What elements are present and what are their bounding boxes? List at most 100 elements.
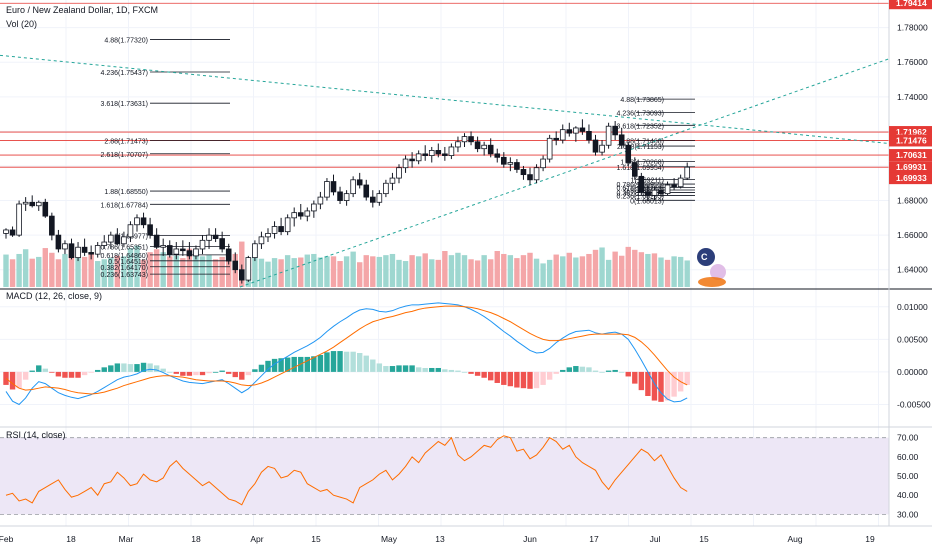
macd-histogram-bar bbox=[442, 369, 448, 372]
macd-histogram-bar bbox=[284, 357, 291, 372]
fib-level-label: 2.88(1.71468) bbox=[620, 139, 664, 146]
volume-bar bbox=[167, 256, 173, 287]
macd-histogram-bar bbox=[566, 367, 572, 372]
price-tick-label: 1.78000 bbox=[897, 23, 928, 33]
macd-histogram-bar bbox=[42, 368, 48, 372]
volume-bar bbox=[284, 255, 291, 287]
volume-bar bbox=[468, 259, 474, 287]
macd-histogram-bar bbox=[474, 371, 481, 376]
volume-bar bbox=[527, 252, 533, 287]
macd-histogram-bar bbox=[29, 370, 35, 372]
macd-histogram-bar bbox=[658, 371, 664, 402]
price-label: 1.71476 bbox=[896, 135, 927, 145]
macd-histogram-bar bbox=[147, 363, 153, 372]
macd-histogram-bar bbox=[206, 371, 212, 374]
volume-bar bbox=[540, 263, 546, 287]
candle-body bbox=[186, 250, 193, 257]
rsi-line bbox=[5, 435, 688, 506]
macd-histogram-bar bbox=[291, 356, 297, 372]
candle-body bbox=[173, 248, 180, 255]
candle-body bbox=[442, 153, 448, 157]
macd-histogram-bar bbox=[160, 368, 166, 372]
macd-histogram-bar bbox=[553, 371, 559, 374]
candle-body bbox=[435, 150, 442, 155]
time-axis-label: Jun bbox=[523, 534, 537, 544]
time-axis-label: 15 bbox=[311, 534, 321, 544]
volume-bar bbox=[579, 256, 586, 287]
volume-bar bbox=[88, 253, 94, 287]
volume-bar bbox=[160, 252, 166, 287]
macd-histogram-bar bbox=[625, 371, 631, 377]
macd-histogram-bar bbox=[199, 371, 206, 376]
macd-histogram-bar bbox=[62, 371, 68, 378]
macd-histogram-bar bbox=[409, 365, 415, 372]
volume-bar bbox=[658, 257, 664, 287]
price-tick-label: 1.64000 bbox=[897, 265, 928, 275]
volume-bar bbox=[36, 256, 42, 287]
macd-histogram-bar bbox=[22, 371, 29, 380]
candle-body bbox=[311, 203, 317, 212]
candle-body bbox=[265, 233, 271, 238]
macd-histogram-bar bbox=[415, 367, 422, 372]
volume-bar bbox=[140, 259, 147, 287]
macd-histogram-bar bbox=[540, 371, 546, 385]
candle-body bbox=[238, 269, 245, 281]
time-axis-label: Apr bbox=[250, 534, 263, 544]
volume-bar bbox=[121, 256, 127, 287]
candle-body bbox=[81, 246, 88, 253]
macd-legend: MACD (12, 26, close, 9) bbox=[6, 291, 103, 301]
candle-body bbox=[540, 158, 546, 169]
candle-body bbox=[134, 217, 140, 226]
volume-bar bbox=[180, 258, 186, 287]
price-tick-label: 1.74000 bbox=[897, 92, 928, 102]
candle-body bbox=[147, 224, 153, 236]
volume-bar bbox=[357, 262, 363, 287]
rsi-tick-label: 70.00 bbox=[897, 433, 919, 443]
macd-layer bbox=[3, 302, 690, 406]
candle-body bbox=[55, 234, 62, 250]
volume-bar bbox=[370, 256, 376, 287]
volume-bar bbox=[651, 253, 658, 287]
svg-text:C: C bbox=[701, 252, 708, 262]
macd-histogram-bar bbox=[16, 371, 22, 389]
macd-histogram-bar bbox=[153, 365, 160, 372]
macd-histogram-bar bbox=[134, 364, 140, 372]
macd-histogram-bar bbox=[324, 352, 330, 372]
volume-bar bbox=[317, 257, 324, 287]
candle-body bbox=[304, 210, 311, 217]
candle-body bbox=[108, 234, 114, 243]
macd-histogram-bar bbox=[363, 355, 369, 372]
candle-body bbox=[455, 141, 461, 148]
macd-histogram-bar bbox=[638, 371, 645, 391]
candle-body bbox=[350, 179, 356, 195]
volume-bar bbox=[461, 255, 468, 287]
volume-bar bbox=[81, 256, 88, 287]
macd-histogram-bar bbox=[337, 351, 343, 372]
macd-histogram-bar bbox=[271, 358, 278, 372]
candle-body bbox=[193, 248, 199, 257]
time-axis-label: 19 bbox=[865, 534, 875, 544]
candle-body bbox=[651, 189, 658, 196]
macd-histogram-bar bbox=[586, 367, 592, 372]
time-axis-label: Aug bbox=[787, 534, 802, 544]
candle-body bbox=[206, 234, 212, 241]
logo[interactable]: C bbox=[697, 248, 726, 287]
volume-bar bbox=[298, 257, 304, 287]
volume-bar bbox=[258, 258, 265, 287]
volume-bar bbox=[3, 254, 9, 287]
candle-body bbox=[376, 193, 383, 203]
candle-body bbox=[514, 162, 520, 170]
trendline-layer bbox=[0, 54, 890, 288]
macd-histogram-bar bbox=[605, 370, 612, 372]
volume-bar bbox=[114, 255, 121, 287]
volume-bar bbox=[514, 258, 520, 287]
candle-body bbox=[62, 243, 68, 250]
macd-histogram-bar bbox=[232, 371, 238, 378]
macd-tick-label: 0.01000 bbox=[897, 302, 928, 312]
time-axis-label: May bbox=[381, 534, 398, 544]
candle-body bbox=[49, 215, 55, 236]
volume-bar bbox=[632, 249, 638, 287]
fib-level-label: 2.618(1.71153) bbox=[617, 144, 664, 151]
fib-level-label: 0.236(1.68295) bbox=[617, 193, 664, 200]
